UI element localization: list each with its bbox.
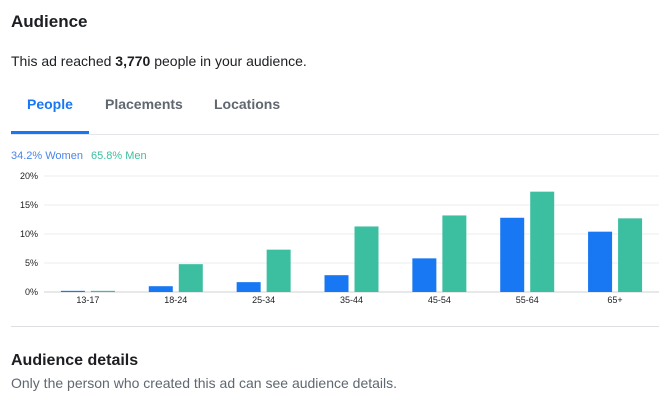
reach-suffix: people in your audience. [150, 53, 307, 69]
tab-locations[interactable]: Locations [214, 96, 281, 112]
x-tick-label: 55-64 [516, 295, 539, 305]
x-tick-label: 13-17 [76, 295, 99, 305]
bar-women-18-24 [148, 286, 173, 292]
x-tick-label: 18-24 [164, 295, 187, 305]
bar-men-55-64 [530, 191, 555, 292]
x-tick-label: 45-54 [428, 295, 451, 305]
x-tick-label: 35-44 [340, 295, 363, 305]
section-divider [11, 326, 659, 327]
page-title: Audience [11, 12, 88, 31]
reach-prefix: This ad reached [11, 53, 116, 69]
audience-details-note: Only the person who created this ad can … [11, 375, 398, 391]
women-share: 34.2% Women [11, 150, 83, 162]
y-tick-label: 20% [20, 171, 38, 181]
y-tick-label: 5% [25, 258, 38, 268]
bar-men-65+ [618, 218, 643, 292]
x-tick-label: 25-34 [252, 295, 275, 305]
audience-tabs: People Placements Locations [11, 88, 659, 135]
age-gender-bar-chart: 0% 5% 10% 15% 20% 13-17 18-24 25-34 35-44 45-54 55… [20, 171, 659, 305]
audience-details-title: Audience details [11, 352, 139, 369]
bar-women-45-54 [412, 258, 437, 292]
y-tick-label: 15% [20, 200, 38, 210]
bar-men-18-24 [178, 264, 203, 292]
gender-split: 34.2% Women 65.8% Men [11, 150, 147, 162]
reach-count: 3,770 [115, 53, 151, 69]
bar-men-13-17 [90, 290, 115, 292]
y-tick-label: 10% [20, 229, 38, 239]
tab-people[interactable]: People [27, 96, 73, 112]
bar-women-65+ [588, 231, 613, 292]
bar-men-45-54 [442, 215, 467, 292]
x-tick-label: 65+ [607, 295, 622, 305]
bar-women-13-17 [60, 290, 85, 292]
bar-women-35-44 [324, 275, 349, 292]
men-share: 65.8% Men [90, 150, 147, 162]
tab-placements[interactable]: Placements [105, 96, 183, 112]
bar-women-25-34 [236, 282, 261, 292]
bar-men-25-34 [266, 249, 291, 292]
reach-summary: This ad reached 3,770 people in your aud… [11, 53, 307, 69]
active-tab-indicator [11, 131, 89, 134]
bar-women-55-64 [500, 217, 525, 292]
bar-men-35-44 [354, 226, 379, 292]
tabs-divider [11, 134, 659, 135]
y-tick-label: 0% [25, 287, 38, 297]
